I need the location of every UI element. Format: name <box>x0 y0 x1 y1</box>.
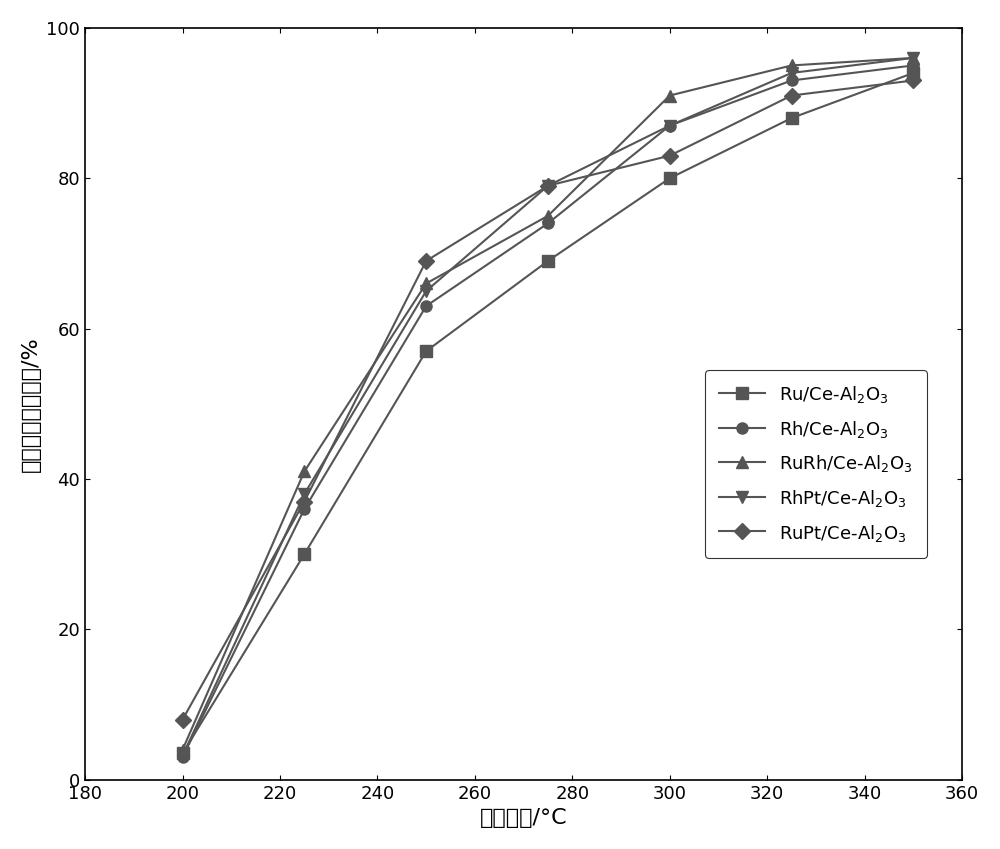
Y-axis label: 甲基环己烷转化率/%: 甲基环己烷转化率/% <box>21 336 41 472</box>
Legend: Ru/Ce-Al$_2$O$_3$, Rh/Ce-Al$_2$O$_3$, RuRh/Ce-Al$_2$O$_3$, RhPt/Ce-Al$_2$O$_3$, : Ru/Ce-Al$_2$O$_3$, Rh/Ce-Al$_2$O$_3$, Ru… <box>705 370 927 558</box>
X-axis label: 反应温度/°C: 反应温度/°C <box>480 808 567 828</box>
